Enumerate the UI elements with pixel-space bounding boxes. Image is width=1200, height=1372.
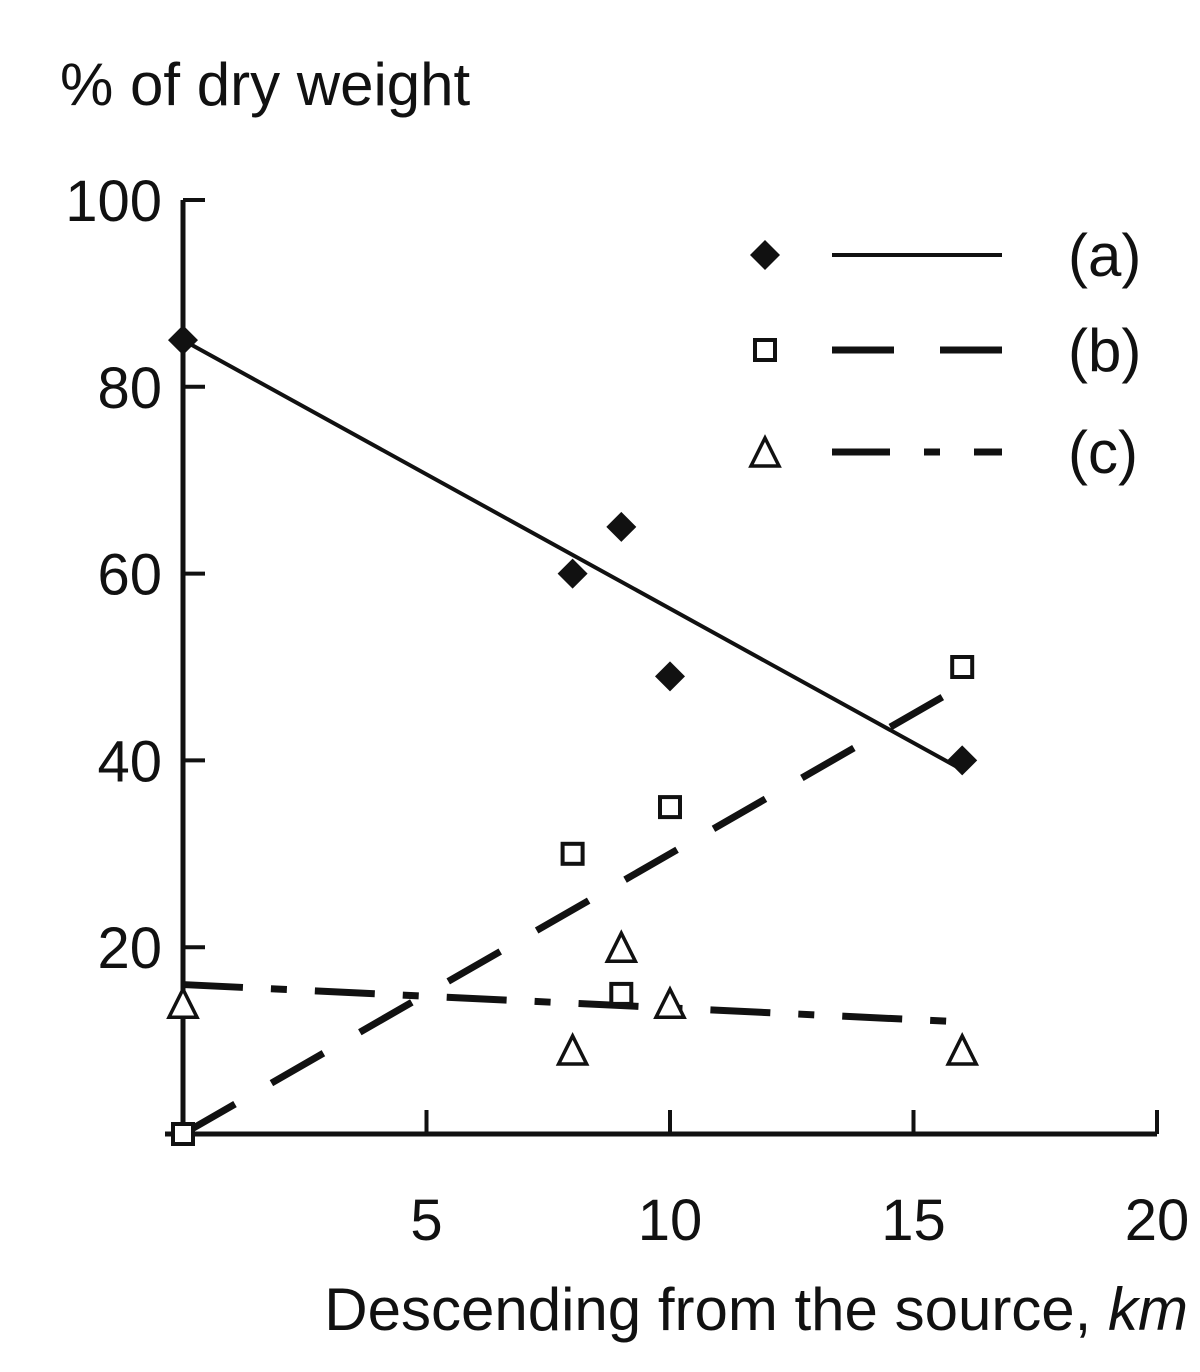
- data-point-series-2: [658, 795, 682, 820]
- data-point-series-1: [947, 745, 978, 776]
- data-points: [166, 325, 980, 1146]
- x-axis-title-unit: km: [1108, 1276, 1188, 1343]
- data-point-series-3: [604, 929, 639, 963]
- legend-marker-2: [753, 338, 777, 362]
- x-tick-label: 5: [410, 1188, 442, 1253]
- data-point-series-2: [171, 1122, 195, 1146]
- data-point-series-3: [653, 985, 687, 1019]
- y-axis-title: % of dry weight: [60, 51, 471, 118]
- legend: (a) (b) (c): [748, 222, 1141, 486]
- trend-line-2: [181, 682, 964, 1138]
- data-point-series-3: [166, 985, 200, 1019]
- data-point-series-1: [557, 558, 588, 589]
- y-tick-label: 80: [97, 356, 162, 421]
- y-ticks: 20 40 60 80 100: [65, 169, 205, 981]
- legend-marker-3: [748, 434, 782, 468]
- y-tick-label: 20: [97, 916, 162, 981]
- trend-line-1: [182, 338, 964, 772]
- data-point-series-1: [168, 325, 198, 356]
- x-axis-title: Descending from the source, km: [324, 1276, 1188, 1343]
- trend-lines: [181, 338, 964, 1138]
- legend-marker-1: [750, 240, 780, 270]
- axes: [165, 200, 1157, 1137]
- legend-label-3: (c): [1068, 419, 1138, 486]
- data-point-series-2: [560, 841, 585, 866]
- data-point-series-1: [606, 511, 637, 542]
- x-tick-label: 10: [638, 1188, 703, 1253]
- data-point-series-2: [609, 981, 634, 1006]
- x-tick-label: 15: [881, 1188, 946, 1253]
- data-point-series-1: [655, 661, 685, 692]
- trend-line-3: [182, 981, 963, 1026]
- legend-label-2: (b): [1068, 317, 1141, 384]
- data-point-series-3: [555, 1032, 590, 1066]
- x-tick-label: 20: [1125, 1188, 1190, 1253]
- y-tick-label: 60: [97, 543, 162, 608]
- data-point-series-3: [945, 1032, 980, 1066]
- legend-label-1: (a): [1068, 222, 1141, 289]
- x-axis-title-main: Descending from the source,: [324, 1276, 1108, 1343]
- data-point-series-2: [950, 655, 975, 679]
- y-tick-label: 100: [65, 169, 162, 234]
- x-ticks: 5 10 15 20: [410, 1110, 1189, 1253]
- y-tick-label: 40: [97, 729, 162, 794]
